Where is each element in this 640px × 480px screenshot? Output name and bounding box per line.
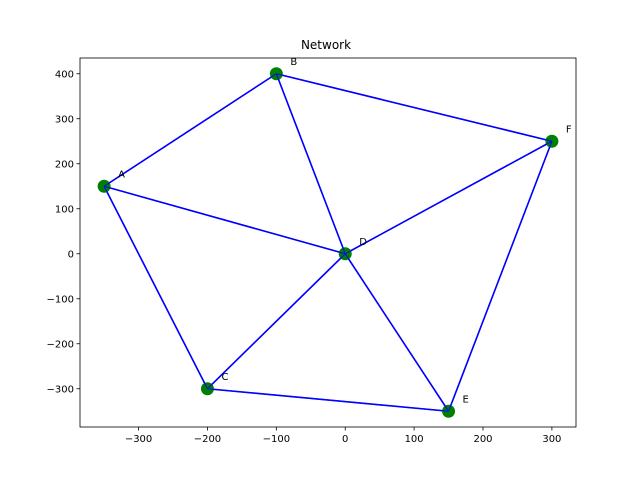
axes-layer: −300 −200 −100 0 100 200 300 −300 −200 −100 0 100 20… [47, 57, 577, 445]
x-tick-label: 200 [473, 434, 492, 445]
x-tick-label: −300 [125, 434, 152, 445]
x-tick-label: 0 [342, 434, 348, 445]
edge-overlay-C-D [207, 253, 346, 390]
x-tick-label: 100 [405, 434, 424, 445]
x-tick-label: 300 [542, 434, 561, 445]
edge-overlay-A-C [103, 185, 208, 390]
edge-overlay-A-B [103, 73, 277, 187]
x-tick-label: −100 [263, 434, 290, 445]
node-label-B: B [290, 57, 297, 68]
y-tick-label: 300 [55, 114, 74, 125]
y-tick-label: 200 [55, 159, 74, 170]
edge-overlay-A-D [103, 185, 346, 255]
edge-overlay-B-F [276, 73, 553, 142]
nodes-layer [97, 67, 559, 418]
node-label-A: A [118, 169, 125, 180]
y-tick-label: −300 [47, 384, 74, 395]
y-tick-label: 400 [55, 69, 74, 80]
chart-title: Network [301, 38, 351, 52]
y-tick-label: 100 [55, 204, 74, 215]
x-tick-label: −200 [194, 434, 221, 445]
node-label-D: D [359, 237, 367, 248]
node-label-F: F [566, 124, 572, 135]
edge-overlay-C-E [207, 388, 449, 412]
y-tick-label: −200 [47, 339, 74, 350]
node-labels-layer: A B C D E F [118, 57, 572, 406]
edge-overlay-E-F [447, 141, 553, 412]
plot-frame [79, 57, 577, 428]
y-tick-label: 0 [68, 249, 74, 260]
node-label-C: C [221, 372, 228, 383]
edge-overlay-D-F [344, 140, 553, 255]
y-tick-label: −100 [47, 294, 74, 305]
edge-overlay-D-E [344, 253, 450, 412]
edge-overlay-B-D [275, 73, 346, 254]
node-label-E: E [463, 394, 469, 405]
